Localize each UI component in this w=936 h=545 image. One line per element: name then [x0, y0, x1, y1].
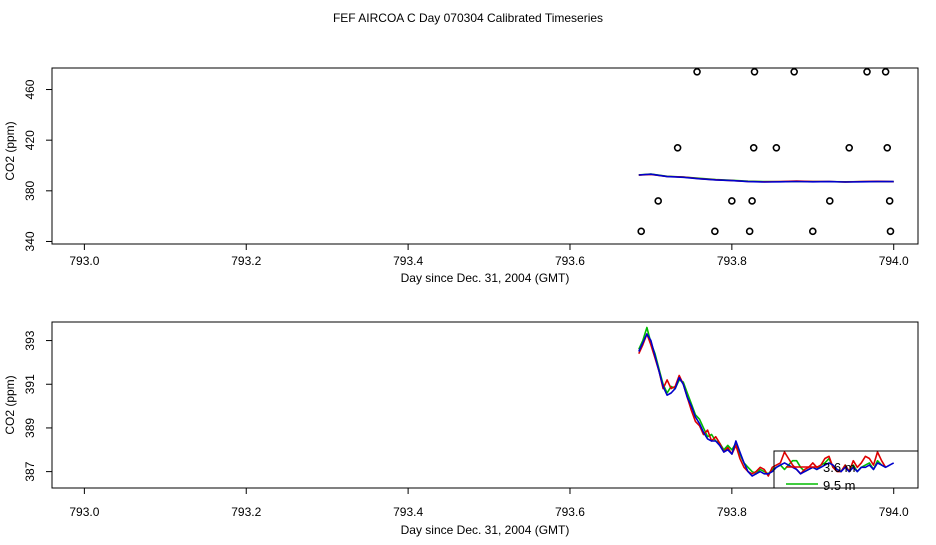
- bottom-x-tick-label: 793.6: [555, 505, 585, 519]
- top-x-tick-label: 793.4: [393, 254, 423, 268]
- top-x-axis-label: Day since Dec. 31, 2004 (GMT): [401, 271, 570, 285]
- data-point-marker: [693, 67, 701, 76]
- bottom-panel: 793.0 793.2 793.4 793.6 793.8 794.0 387 389 391…: [3, 321, 919, 537]
- bottom-x-tick-label: 793.2: [231, 505, 261, 519]
- bottom-y-tick-label: 389: [23, 418, 37, 438]
- legend: 3.6 m 9.5 m: [773, 450, 919, 493]
- data-point-marker: [825, 197, 834, 205]
- bottom-x-tick-label: 793.4: [393, 505, 423, 519]
- bottom-plot-frame: [51, 321, 919, 489]
- data-point-marker: [886, 227, 895, 236]
- data-point-marker: [748, 197, 756, 205]
- data-point-marker: [711, 227, 719, 236]
- top-x-tick-label: 793.0: [69, 254, 99, 268]
- data-point-marker: [845, 143, 854, 152]
- top-y-tick-label: 460: [23, 79, 37, 99]
- top-points-group: [637, 67, 895, 236]
- bottom-series-green: [638, 326, 886, 475]
- bottom-x-axis-label: Day since Dec. 31, 2004 (GMT): [401, 523, 570, 537]
- top-series-blue: [638, 173, 894, 183]
- top-x-axis: 793.0 793.2 793.4 793.6 793.8 794.0: [69, 244, 909, 268]
- bottom-x-axis: 793.0 793.2 793.4 793.6 793.8 794.0: [69, 488, 909, 519]
- top-plot-frame: [51, 67, 919, 245]
- top-y-tick-label: 420: [23, 130, 37, 150]
- top-series-group: [638, 173, 894, 183]
- legend-box: [773, 450, 919, 489]
- data-point-marker: [654, 197, 663, 205]
- data-point-marker: [673, 143, 682, 152]
- data-point-marker: [637, 227, 646, 236]
- data-point-marker: [745, 227, 754, 236]
- top-y-tick-label: 380: [23, 180, 37, 200]
- data-point-marker: [863, 67, 871, 76]
- data-point-marker: [808, 227, 817, 236]
- page-title: FEF AIRCOA C Day 070304 Calibrated Times…: [333, 11, 603, 25]
- data-point-marker: [728, 197, 736, 205]
- top-panel: 793.0 793.2 793.4 793.6 793.8 794.0 340 380 420…: [3, 67, 919, 285]
- data-point-marker: [749, 143, 758, 152]
- data-point-marker: [883, 143, 892, 152]
- top-y-tick-label: 340: [23, 231, 37, 251]
- bottom-series-group: [638, 326, 895, 477]
- data-point-marker: [885, 197, 894, 205]
- legend-label-3-6m: 3.6 m: [823, 460, 856, 475]
- bottom-y-tick-label: 387: [23, 461, 37, 481]
- bottom-x-tick-label: 793.0: [69, 505, 99, 519]
- bottom-y-axis: 387 389 391 393: [23, 330, 52, 482]
- legend-label-9-5m: 9.5 m: [823, 478, 856, 493]
- top-x-tick-label: 793.8: [717, 254, 747, 268]
- bottom-x-tick-label: 793.8: [717, 505, 747, 519]
- top-series-green: [638, 173, 894, 183]
- top-y-axis-label: CO2 (ppm): [3, 121, 17, 180]
- bottom-y-tick-label: 391: [23, 374, 37, 394]
- data-point-marker: [881, 67, 890, 76]
- bottom-series-blue: [638, 333, 895, 477]
- top-x-tick-label: 793.2: [231, 254, 261, 268]
- top-x-tick-label: 793.6: [555, 254, 585, 268]
- data-point-marker: [790, 67, 798, 76]
- bottom-y-axis-label: CO2 (ppm): [3, 375, 17, 434]
- bottom-x-tick-label: 794.0: [879, 505, 909, 519]
- bottom-series-red: [638, 333, 887, 477]
- data-point-marker: [772, 143, 781, 152]
- bottom-y-tick-label: 393: [23, 330, 37, 350]
- data-point-marker: [750, 67, 759, 76]
- top-x-tick-label: 794.0: [879, 254, 909, 268]
- top-y-axis: 340 380 420 460: [23, 79, 52, 251]
